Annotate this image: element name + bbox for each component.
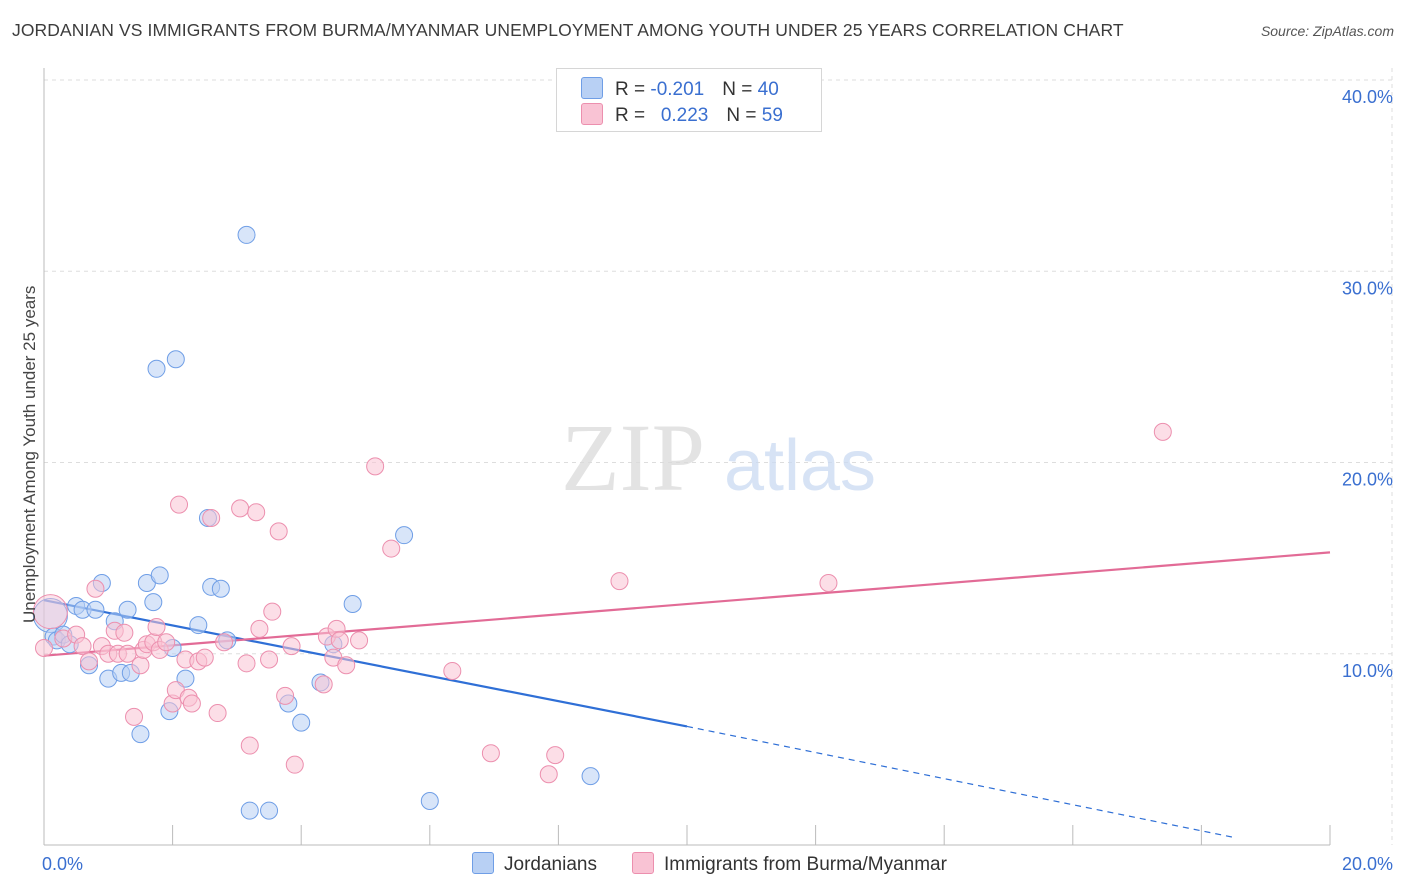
point-burma xyxy=(610,572,629,591)
point-burma xyxy=(481,744,500,763)
y-tick-label: 10.0% xyxy=(1342,661,1393,681)
data-points xyxy=(32,225,1172,820)
point-burma xyxy=(269,522,288,541)
point-burma xyxy=(330,631,349,650)
point-burma xyxy=(80,652,99,671)
point-jordanian xyxy=(189,616,208,635)
point-jordanian xyxy=(211,579,230,598)
point-burma xyxy=(819,573,838,592)
point-burma xyxy=(337,656,356,675)
point-burma xyxy=(247,503,266,522)
point-jordanian xyxy=(420,792,439,811)
legend-n-value-burma: 59 xyxy=(761,105,783,126)
point-burma xyxy=(202,508,221,527)
legend-swatch-pink xyxy=(581,103,603,125)
x-tick-label: 0.0% xyxy=(42,854,83,874)
legend: R = -0.201 N = 40 R = 0.223 N = 59 xyxy=(556,68,822,132)
point-burma xyxy=(170,495,189,514)
point-jordanian xyxy=(147,359,166,378)
point-jordanian xyxy=(166,350,185,369)
tick-labels: 10.0% 20.0% 30.0% 40.0% 0.0% 20.0% xyxy=(42,87,1393,874)
legend-r-value-jordanians: -0.201 xyxy=(650,79,705,100)
trend-line-burma xyxy=(43,551,1331,657)
point-burma xyxy=(73,637,92,656)
point-jordanian xyxy=(260,801,279,820)
point-burma xyxy=(382,539,401,558)
legend-row-burma: R = 0.223 N = 59 xyxy=(581,103,783,126)
point-jordanian xyxy=(118,600,137,619)
source-label: Source: ZipAtlas.com xyxy=(1260,23,1394,39)
watermark-zip: ZIP xyxy=(561,404,705,511)
point-burma xyxy=(539,765,558,784)
point-burma xyxy=(147,617,166,636)
point-jordanian xyxy=(240,801,259,820)
point-burma xyxy=(546,746,565,765)
trend-line-jordanians-extension xyxy=(686,725,1234,838)
point-burma xyxy=(182,694,201,713)
point-burma xyxy=(276,686,295,705)
bottom-legend-swatch-blue xyxy=(472,852,494,874)
y-tick-label: 40.0% xyxy=(1342,87,1393,107)
legend-n-value-jordanians: 40 xyxy=(757,79,779,100)
point-jordanian xyxy=(150,566,169,585)
point-jordanian xyxy=(144,593,163,612)
point-burma xyxy=(231,499,250,518)
point-burma xyxy=(35,639,53,658)
point-jordanian xyxy=(237,225,256,244)
point-jordanian xyxy=(395,526,414,545)
point-burma xyxy=(157,633,176,652)
y-axis-label: Unemployment Among Youth under 25 years xyxy=(20,285,39,624)
point-jordanian xyxy=(131,725,150,744)
chart-title: JORDANIAN VS IMMIGRANTS FROM BURMA/MYANM… xyxy=(12,20,1124,40)
point-burma xyxy=(260,650,279,669)
point-jordanian xyxy=(581,767,600,786)
point-burma xyxy=(208,704,227,723)
bottom-legend-burma: Immigrants from Burma/Myanmar xyxy=(632,852,947,876)
point-burma xyxy=(131,656,150,675)
watermark-atlas: atlas xyxy=(724,426,876,506)
point-burma xyxy=(250,619,269,638)
axes xyxy=(43,68,1331,846)
point-burma xyxy=(115,623,134,642)
point-burma xyxy=(215,633,234,652)
point-jordanian xyxy=(343,595,362,614)
point-burma xyxy=(1153,422,1172,441)
point-burma xyxy=(86,579,105,598)
point-jordanian xyxy=(176,669,195,688)
legend-r-value-burma: 0.223 xyxy=(660,105,709,126)
bottom-legend-swatch-pink xyxy=(632,852,654,874)
legend-swatch-blue xyxy=(581,77,603,99)
bottom-legend-jordanians: Jordanians xyxy=(472,852,597,876)
point-burma xyxy=(282,637,301,656)
point-burma xyxy=(32,594,68,630)
point-burma xyxy=(366,457,385,476)
y-tick-label: 20.0% xyxy=(1342,470,1393,490)
point-burma xyxy=(263,602,282,621)
grid-lines xyxy=(44,68,1393,845)
trend-lines xyxy=(43,551,1331,838)
point-burma xyxy=(350,631,369,650)
point-burma xyxy=(443,661,462,680)
point-jordanian xyxy=(292,713,311,732)
point-burma xyxy=(314,675,333,694)
point-burma xyxy=(237,654,256,673)
point-burma xyxy=(195,648,214,667)
y-tick-label: 30.0% xyxy=(1342,278,1393,298)
point-burma xyxy=(285,755,304,774)
point-jordanian xyxy=(86,600,105,619)
x-tick-label: 20.0% xyxy=(1342,854,1393,874)
point-burma xyxy=(240,736,259,755)
point-burma xyxy=(125,707,144,726)
legend-row-jordanians: R = -0.201 N = 40 xyxy=(581,77,779,100)
